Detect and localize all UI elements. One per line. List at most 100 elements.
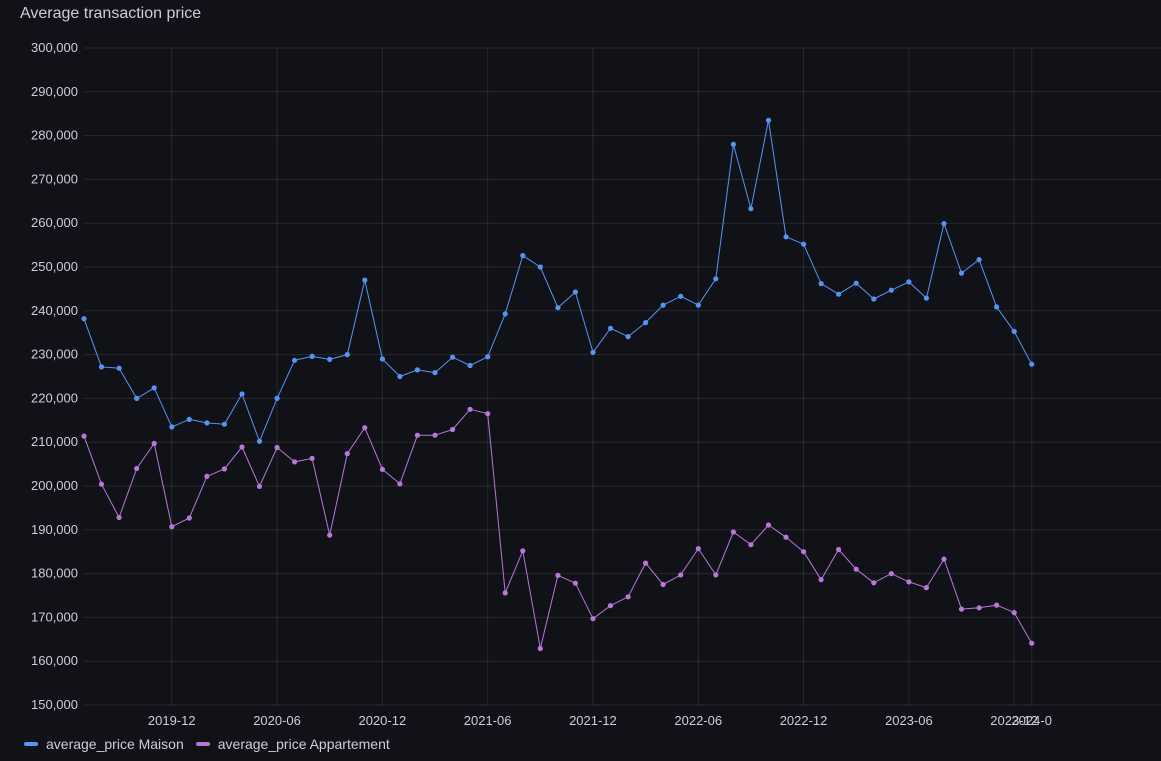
data-point-maison: [818, 281, 824, 287]
data-point-appartement: [590, 616, 596, 622]
data-point-maison: [853, 280, 859, 286]
data-point-maison: [432, 370, 438, 376]
y-tick-label: 150,000: [31, 697, 78, 712]
data-point-appartement: [818, 577, 824, 583]
data-point-maison: [958, 270, 965, 276]
y-tick-label: 290,000: [31, 84, 78, 99]
legend-label-appartement: average_price Appartement: [217, 736, 390, 752]
data-point-maison: [520, 253, 526, 259]
x-tick-label: 2020-12: [358, 713, 406, 728]
data-point-maison: [98, 364, 105, 370]
x-tick-label: 2021-06: [464, 713, 512, 728]
y-tick-label: 240,000: [31, 303, 78, 318]
data-point-appartement: [256, 483, 263, 489]
data-point-maison: [643, 320, 649, 326]
data-point-maison: [274, 395, 280, 401]
y-tick-label: 270,000: [31, 171, 78, 186]
data-point-appartement: [555, 572, 561, 579]
data-point-appartement: [994, 602, 1000, 608]
data-point-appartement: [344, 451, 350, 457]
data-point-maison: [590, 349, 596, 355]
data-point-appartement: [204, 473, 210, 479]
data-point-maison: [151, 385, 157, 391]
data-point-maison: [116, 365, 122, 371]
data-point-maison: [362, 277, 368, 283]
data-point-appartement: [116, 514, 122, 521]
data-point-maison: [713, 276, 719, 282]
data-point-maison: [923, 295, 930, 301]
data-point-appartement: [958, 606, 965, 612]
data-point-appartement: [572, 580, 579, 586]
x-tick-label: 2024-0: [1011, 713, 1051, 728]
data-point-maison: [309, 353, 315, 359]
data-point-appartement: [765, 522, 772, 528]
data-point-maison: [502, 311, 508, 317]
data-point-appartement: [169, 524, 175, 530]
data-point-appartement: [239, 444, 245, 450]
data-point-appartement: [660, 581, 666, 588]
x-tick-label: 2022-06: [674, 713, 722, 728]
legend-label-maison: average_price Maison: [46, 736, 184, 752]
data-point-maison: [204, 420, 210, 426]
legend-swatch-appartement: [195, 742, 210, 746]
y-tick-label: 210,000: [31, 434, 78, 449]
data-point-appartement: [625, 594, 631, 600]
data-point-appartement: [379, 466, 385, 472]
data-point-appartement: [748, 542, 754, 548]
data-point-maison: [169, 424, 175, 430]
legend-item-maison[interactable]: average_price Maison: [24, 735, 184, 753]
y-tick-label: 280,000: [31, 128, 78, 143]
data-point-maison: [730, 141, 737, 147]
x-tick-label: 2023-12: [990, 713, 1038, 728]
data-point-maison: [906, 279, 912, 285]
data-point-appartement: [695, 546, 701, 552]
line-chart: 150,000 160,000 170,000 180,000 190,000 200,0…: [31, 40, 1161, 728]
data-point-appartement: [678, 572, 684, 578]
data-point-appartement: [1029, 640, 1035, 646]
y-tick-label: 180,000: [31, 566, 78, 581]
data-point-maison: [871, 296, 877, 302]
data-point-maison: [537, 264, 543, 270]
data-point-maison: [801, 241, 807, 247]
data-point-appartement: [801, 549, 807, 555]
data-point-appartement: [888, 571, 894, 577]
y-tick-label: 300,000: [31, 40, 78, 55]
data-point-appartement: [450, 426, 456, 433]
data-point-appartement: [976, 605, 982, 611]
data-point-maison: [221, 421, 227, 427]
data-point-maison: [485, 354, 491, 360]
data-point-maison: [450, 354, 456, 360]
series-line-appartement: [83, 408, 1033, 649]
data-point-appartement: [906, 579, 912, 585]
y-tick-label: 190,000: [31, 522, 78, 537]
data-point-maison: [660, 302, 666, 308]
series-line-maison: [83, 119, 1033, 442]
x-tick-label: 2020-06: [253, 713, 301, 728]
data-point-maison: [555, 305, 561, 311]
y-tick-label: 220,000: [31, 390, 78, 405]
data-point-maison: [379, 356, 385, 362]
legend: average_price Maison average_price Appar…: [24, 735, 390, 753]
data-point-appartement: [607, 603, 614, 609]
data-point-maison: [186, 416, 192, 422]
data-point-appartement: [836, 546, 842, 553]
data-point-appartement: [397, 481, 403, 487]
data-point-maison: [81, 316, 87, 322]
x-tick-label: 2019-12: [148, 713, 196, 728]
data-point-maison: [467, 362, 473, 369]
y-tick-label: 250,000: [31, 259, 78, 274]
data-point-maison: [941, 221, 947, 227]
data-point-maison: [327, 356, 333, 362]
data-point-appartement: [502, 590, 508, 596]
data-point-appartement: [713, 572, 719, 578]
data-point-maison: [414, 367, 420, 373]
data-point-appartement: [485, 411, 491, 417]
data-point-maison: [134, 395, 140, 401]
legend-item-appartement[interactable]: average_price Appartement: [195, 735, 390, 753]
data-point-maison: [765, 117, 772, 123]
data-point-appartement: [362, 425, 368, 431]
data-point-appartement: [414, 432, 420, 438]
data-point-appartement: [186, 515, 192, 521]
data-point-appartement: [432, 432, 438, 438]
data-point-appartement: [537, 645, 543, 652]
